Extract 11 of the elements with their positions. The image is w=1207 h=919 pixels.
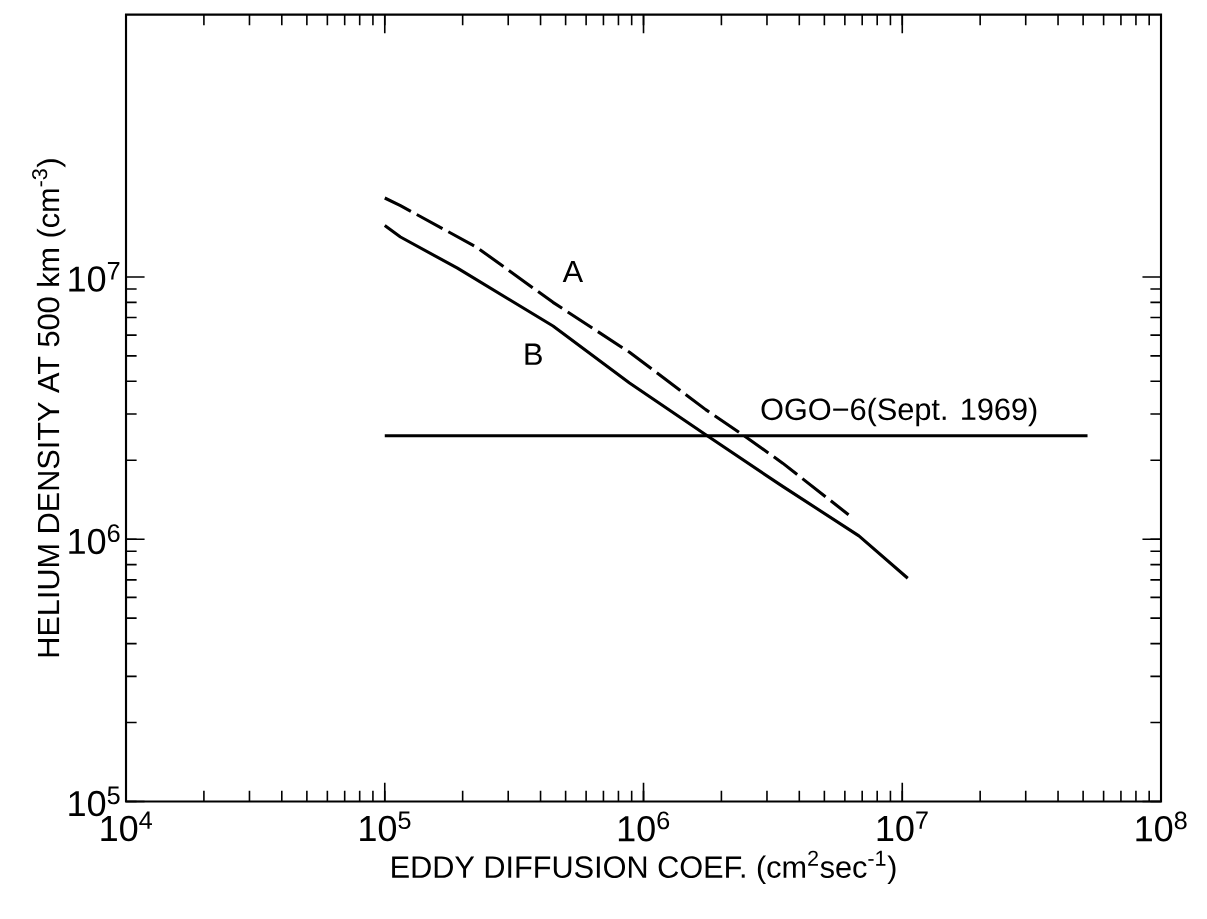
y-tick-label: 10$^{7}$ bbox=[69, 262, 120, 292]
series-label: OGO−6(Sept. 1969) bbox=[761, 397, 1037, 427]
x-tick-label: 10$^{5}$ bbox=[360, 811, 411, 842]
y-tick-label: 10$^{6}$ bbox=[69, 524, 120, 555]
y-axis-title: HELIUM DENSITY AT 500 km (cm$^{-3}$) bbox=[32, 159, 66, 657]
x-tick-label: 10$^{7}$ bbox=[877, 811, 928, 842]
series-label: B bbox=[525, 343, 542, 365]
series-label: A bbox=[562, 260, 584, 283]
x-axis-title: EDDY DIFFUSION COEF. (cm$^{2}$sec$^{-1}$) bbox=[392, 850, 896, 885]
x-tick-label: 10$^{6}$ bbox=[618, 811, 670, 842]
x-tick-label: 10$^{8}$ bbox=[1136, 811, 1187, 842]
